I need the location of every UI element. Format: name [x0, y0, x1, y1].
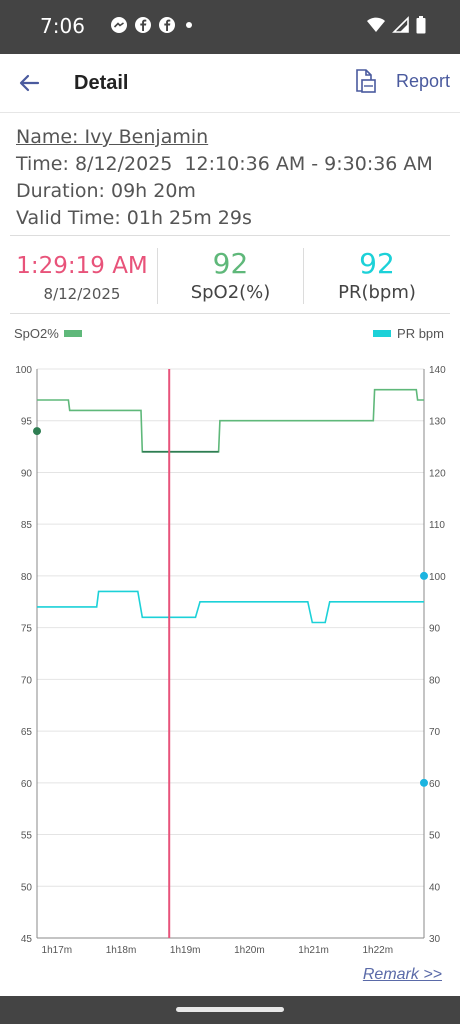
spo2-label: SpO2(%) [190, 282, 271, 303]
y-right-tick-label: 70 [429, 727, 441, 738]
chart-legend: SpO2% PR bpm [0, 320, 460, 350]
y-left-tick-label: 50 [21, 882, 33, 893]
legend-spo2-label: SpO2% [14, 326, 59, 341]
x-tick-label: 1h19m [170, 945, 201, 956]
report-label: Report [395, 70, 450, 91]
y-right-tick-label: 100 [429, 572, 446, 583]
y-left-tick-label: 70 [21, 675, 33, 686]
status-bar: 7:06 [0, 0, 460, 54]
y-left-tick-label: 95 [21, 417, 33, 428]
dot-icon [182, 16, 196, 39]
y-left-tick-label: 90 [21, 468, 33, 479]
wifi-icon [366, 16, 386, 39]
y-left-tick-label: 60 [21, 779, 33, 790]
duration-label: Duration: [16, 180, 105, 202]
signal-icon [392, 16, 410, 39]
y-left-tick-label: 45 [21, 934, 33, 945]
messenger-icon [110, 16, 128, 39]
cursor-time-stat: 1:29:19 AM 8/12/2025 [8, 240, 156, 306]
x-tick-label: 1h21m [298, 945, 329, 956]
cursor-date: 8/12/2025 [43, 285, 121, 303]
name-label: Name: [16, 126, 79, 148]
x-tick-label: 1h22m [362, 945, 393, 956]
x-tick-label: 1h18m [106, 945, 137, 956]
y-left-tick-label: 75 [21, 624, 33, 635]
y-left-tick-label: 55 [21, 831, 33, 842]
y-right-tick-label: 130 [429, 417, 446, 428]
axis-marker-dot [33, 427, 41, 436]
patient-name: Ivy Benjamin [84, 126, 209, 148]
legend-pr-label: PR bpm [397, 326, 444, 341]
axis-marker-dot [420, 778, 428, 787]
pr-stat: 92 PR(bpm) [304, 240, 450, 306]
y-right-tick-label: 40 [429, 882, 441, 893]
legend-pr: PR bpm [373, 326, 444, 341]
spo2-series-line [37, 388, 424, 453]
status-time: 7:06 [40, 14, 85, 38]
record-info: Name: Ivy Benjamin Time: 8/12/2025 12:10… [16, 124, 433, 232]
remark-link[interactable]: Remark >> [362, 966, 442, 983]
spo2-value: 92 [212, 247, 249, 280]
time-label: Time: [16, 153, 69, 175]
facebook-icon [158, 16, 176, 39]
y-right-tick-label: 90 [429, 624, 441, 635]
home-gesture-pill[interactable] [176, 1007, 284, 1012]
legend-spo2: SpO2% [14, 326, 82, 341]
y-right-tick-label: 110 [429, 520, 445, 531]
time-line: Time: 8/12/2025 12:10:36 AM - 9:30:36 AM [16, 151, 433, 178]
y-right-tick-label: 140 [429, 365, 446, 376]
trend-chart[interactable]: 100 95 90 85 80 75 70 65 60 55 50 45 140 130 120 110 100… [0, 350, 460, 960]
battery-icon [416, 16, 426, 39]
y-right-tick-label: 120 [429, 468, 446, 479]
cursor-time: 1:29:19 AM [16, 253, 148, 279]
patient-name-line: Name: Ivy Benjamin [16, 124, 433, 151]
y-right-tick-label: 30 [429, 934, 441, 945]
spo2-stat: 92 SpO2(%) [158, 240, 303, 306]
y-left-tick-label: 100 [15, 365, 32, 376]
app-bar: Detail Report [0, 54, 460, 113]
pr-value: 92 [359, 247, 395, 280]
facebook-icon [134, 16, 152, 39]
pr-series-line [37, 590, 424, 624]
navigation-bar [0, 996, 460, 1024]
legend-spo2-swatch [63, 330, 82, 337]
stats-panel: 1:29:19 AM 8/12/2025 92 SpO2(%) 92 PR(bp… [0, 240, 460, 306]
stat-divider [157, 248, 158, 304]
y-right-tick-label: 50 [429, 831, 441, 842]
legend-pr-swatch [373, 330, 392, 337]
valid-time-value: 01h 25m 29s [126, 207, 252, 229]
y-left-tick-label: 65 [21, 727, 33, 738]
report-button[interactable]: Report [352, 68, 450, 94]
divider [10, 235, 450, 236]
time-value: 8/12/2025 12:10:36 AM - 9:30:36 AM [74, 153, 433, 175]
duration-line: Duration: 09h 20m [16, 178, 433, 205]
valid-time-line: Valid Time: 01h 25m 29s [16, 205, 433, 232]
stat-divider [303, 248, 304, 304]
y-left-tick-label: 85 [21, 520, 33, 531]
pr-label: PR(bpm) [338, 282, 416, 303]
report-icon [356, 69, 376, 93]
divider [10, 313, 450, 314]
arrow-left-icon [19, 74, 40, 92]
y-left-tick-label: 80 [21, 572, 33, 583]
back-button[interactable] [12, 66, 46, 100]
page-title: Detail [74, 72, 129, 94]
x-tick-label: 1h17m [42, 945, 73, 956]
y-right-tick-label: 60 [429, 779, 441, 790]
duration-value: 09h 20m [110, 180, 196, 202]
y-right-tick-label: 80 [429, 675, 441, 686]
x-tick-label: 1h20m [234, 945, 265, 956]
valid-time-label: Valid Time: [16, 207, 121, 229]
axis-marker-dot [420, 571, 428, 580]
